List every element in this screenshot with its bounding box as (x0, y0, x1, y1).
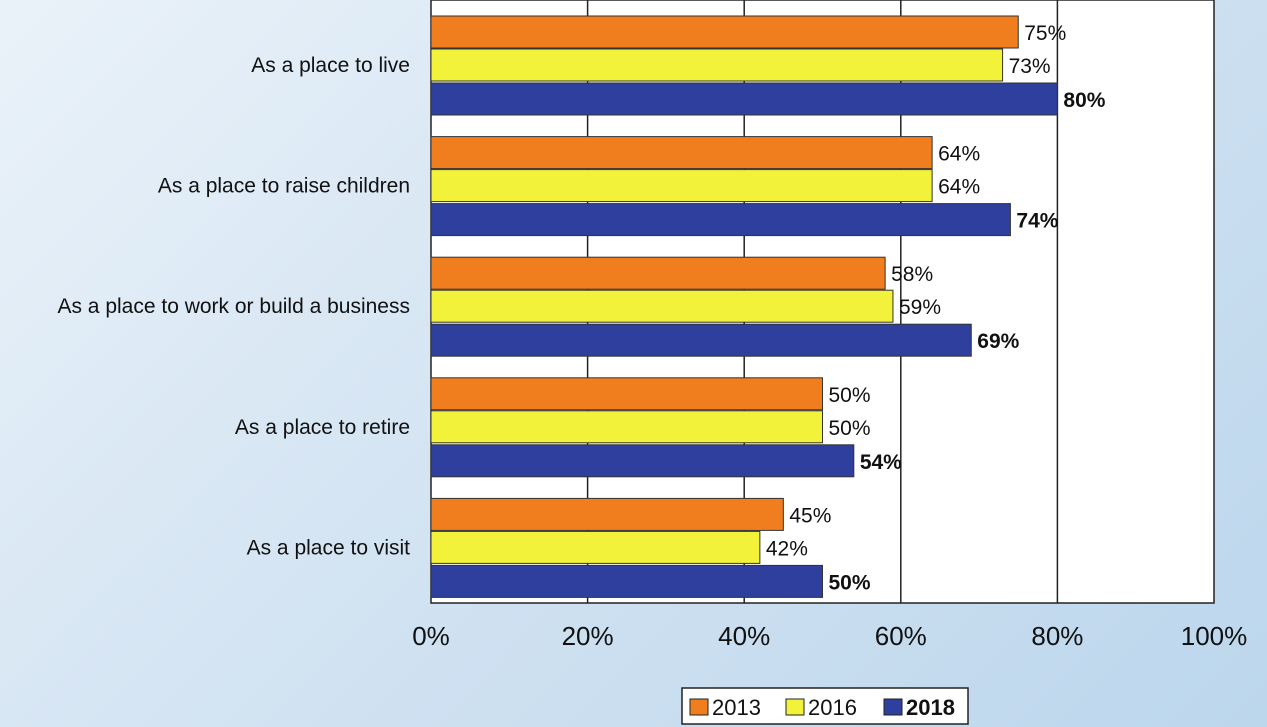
data-label: 75% (1024, 22, 1066, 45)
data-label: 45% (789, 504, 831, 527)
bar-2016 (430, 289, 894, 323)
legend-swatch-2016 (785, 698, 805, 716)
data-label: 64% (938, 176, 980, 199)
legend-label: 2013 (712, 695, 761, 720)
data-label: 59% (899, 296, 941, 319)
data-label: 42% (766, 537, 808, 560)
bar-2016 (430, 530, 761, 564)
bar-2013 (430, 15, 1019, 49)
category-label: As a place to visit (247, 536, 411, 559)
data-label: 58% (891, 263, 933, 286)
data-label: 80% (1063, 89, 1105, 112)
data-label: 54% (860, 451, 902, 474)
data-label: 64% (938, 143, 980, 166)
category-label: As a place to work or build a business (57, 295, 410, 318)
category-labels: As a place to live As a place to raise ch… (57, 54, 410, 559)
bar-2013 (430, 377, 823, 411)
bar-2013 (430, 497, 784, 531)
bar-2018 (430, 444, 855, 478)
data-label: 50% (829, 417, 871, 440)
x-tick-label: 40% (718, 621, 770, 651)
bar-2018 (430, 323, 972, 357)
category-label: As a place to live (251, 54, 410, 77)
x-tick-label: 20% (562, 621, 614, 651)
bar-2018 (430, 203, 1011, 237)
x-tick-label: 60% (875, 621, 927, 651)
bars (430, 15, 1058, 598)
bar-2013 (430, 136, 933, 170)
data-label: 69% (977, 330, 1019, 353)
legend-swatch-2013 (689, 698, 709, 716)
bar-2016 (430, 169, 933, 203)
data-label: 74% (1016, 210, 1058, 233)
category-label: As a place to raise children (158, 175, 410, 198)
legend-box (681, 687, 969, 725)
category-label: As a place to retire (235, 416, 410, 439)
x-tick-label: 100% (1181, 621, 1248, 651)
data-label: 50% (829, 571, 871, 594)
bar-2016 (430, 410, 823, 444)
x-tick-labels: 0% 20% 40% 60% 80% 100% (412, 621, 1247, 651)
bar-2013 (430, 256, 886, 290)
legend-label: 2018 (906, 695, 955, 720)
bar-2018 (430, 564, 823, 598)
bar-2016 (430, 48, 1004, 82)
bar-2018 (430, 82, 1058, 116)
data-label: 50% (829, 384, 871, 407)
x-tick-label: 80% (1031, 621, 1083, 651)
legend-swatch-2018 (883, 698, 903, 716)
data-label: 73% (1009, 55, 1051, 78)
value-labels: 75% 73% 80% 64% 64% 74% 58% 59% 69% 50% 50% 54% 45% 4… (766, 22, 1106, 594)
x-tick-label: 0% (412, 621, 450, 651)
legend-label: 2016 (808, 695, 857, 720)
legend: 2013 2016 2018 (681, 687, 969, 725)
